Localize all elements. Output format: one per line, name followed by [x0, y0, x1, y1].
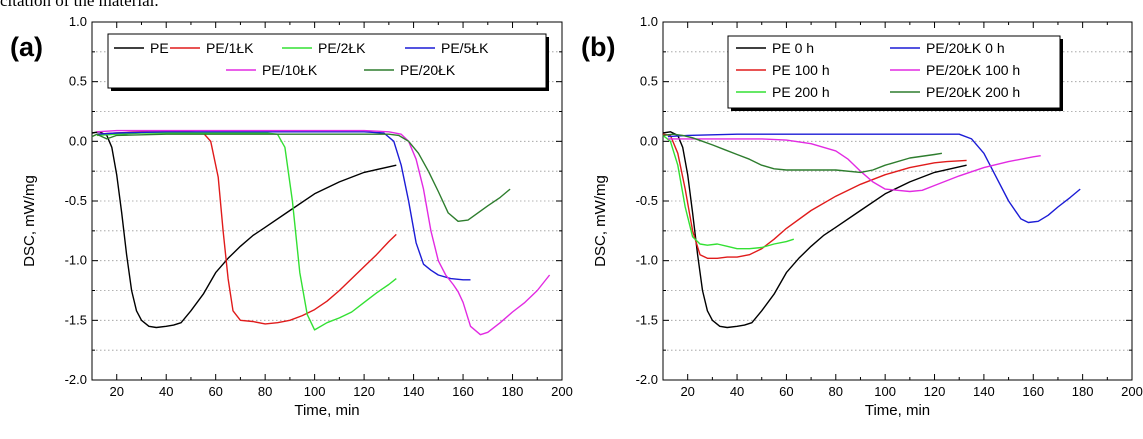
x-tick-label: 100: [304, 384, 326, 399]
legend: PE PE/1ŁK PE/2ŁK PE/5ŁK PE/10ŁK PE/20ŁK: [107, 33, 549, 91]
legend-entry-1: PE 100 h: [772, 62, 830, 78]
y-tick-label: -1.0: [65, 253, 87, 268]
chart-panel-b: 1.0 0.5 0.0 -0.5 -1.0 -1.5 -2.0 20 40 60 80 100 120 1…: [581, 14, 1143, 419]
series-line-1: [662, 133, 967, 259]
series-line-4: [96, 129, 551, 336]
legend: PE 0 h PE 100 h PE 200 h PE/20ŁK 0 h PE/20ŁK…: [727, 35, 1063, 111]
legend-entry-4: PE/10ŁK: [262, 62, 318, 78]
series-line-5: [91, 133, 511, 222]
legend-entry-0: PE 0 h: [772, 40, 814, 56]
y-tick-label: -1.0: [636, 253, 658, 268]
legend-box: [727, 35, 1061, 109]
y-tick-label: 0.0: [640, 133, 658, 148]
x-tick-label: 60: [779, 384, 793, 399]
y-axis-title: DSC, mW/mg: [592, 175, 609, 267]
x-tick-label: 140: [973, 384, 995, 399]
x-tick-label: 200: [1121, 384, 1143, 399]
y-tick-label: -1.5: [65, 312, 87, 327]
chart-panel-a: 1.0 0.5 0.0 -0.5 -1.0 -1.5 -2.0 20 40 60 80 100 120 1…: [10, 14, 573, 419]
x-axis-title: Time, min: [294, 402, 359, 419]
x-tick-label: 80: [258, 384, 272, 399]
series-line-4: [667, 138, 1041, 193]
series-line-2: [96, 132, 397, 331]
x-tick-label: 180: [502, 384, 524, 399]
legend-box: [107, 33, 547, 89]
series-line-5: [662, 133, 943, 174]
x-tick-label: 20: [680, 384, 694, 399]
legend-entry-4: PE/20ŁK 100 h: [926, 62, 1020, 78]
y-tick-label: -2.0: [65, 372, 87, 387]
legend-entry-3: PE/5ŁK: [441, 40, 489, 56]
series-line-0: [91, 131, 397, 329]
x-tick-label: 140: [403, 384, 425, 399]
caption-fragment: citation of the material.: [0, 0, 159, 10]
legend-entry-5: PE/20ŁK: [400, 62, 456, 78]
y-tick-label: -1.5: [636, 312, 658, 327]
x-tick-label: 160: [452, 384, 474, 399]
y-tick-label: 0.0: [69, 133, 87, 148]
series-line-3: [96, 131, 471, 281]
x-tick-label: 180: [1072, 384, 1094, 399]
x-tick-label: 80: [829, 384, 843, 399]
y-tick-label: -2.0: [636, 372, 658, 387]
legend-entry-0: PE: [150, 40, 169, 56]
legend-entry-3: PE/20ŁK 0 h: [926, 40, 1005, 56]
x-tick-label: 120: [924, 384, 946, 399]
y-tick-label: 1.0: [69, 14, 87, 29]
series-line-0: [662, 131, 967, 329]
x-tick-label: 40: [730, 384, 744, 399]
panel-label: (a): [10, 32, 43, 62]
y-tick-label: 0.5: [640, 74, 658, 89]
legend-entry-5: PE/20ŁK 200 h: [926, 84, 1020, 100]
y-axis-title: DSC, mW/mg: [21, 175, 38, 267]
legend-entry-2: PE/2ŁK: [318, 40, 366, 56]
y-tick-label: -0.5: [65, 193, 87, 208]
x-tick-label: 20: [110, 384, 124, 399]
x-tick-label: 40: [159, 384, 173, 399]
series-line-3: [667, 133, 1081, 224]
legend-entry-1: PE/1ŁK: [206, 40, 254, 56]
series-line-2: [662, 134, 795, 250]
x-tick-label: 200: [551, 384, 573, 399]
series-line-1: [96, 131, 397, 325]
y-tick-label: 1.0: [640, 14, 658, 29]
x-tick-label: 120: [353, 384, 375, 399]
panel-label: (b): [581, 32, 615, 62]
y-tick-label: -0.5: [636, 193, 658, 208]
x-tick-label: 100: [874, 384, 896, 399]
y-tick-label: 0.5: [69, 74, 87, 89]
x-axis-title: Time, min: [865, 402, 930, 419]
legend-entry-2: PE 200 h: [772, 84, 830, 100]
x-tick-label: 160: [1022, 384, 1044, 399]
x-tick-label: 60: [208, 384, 222, 399]
